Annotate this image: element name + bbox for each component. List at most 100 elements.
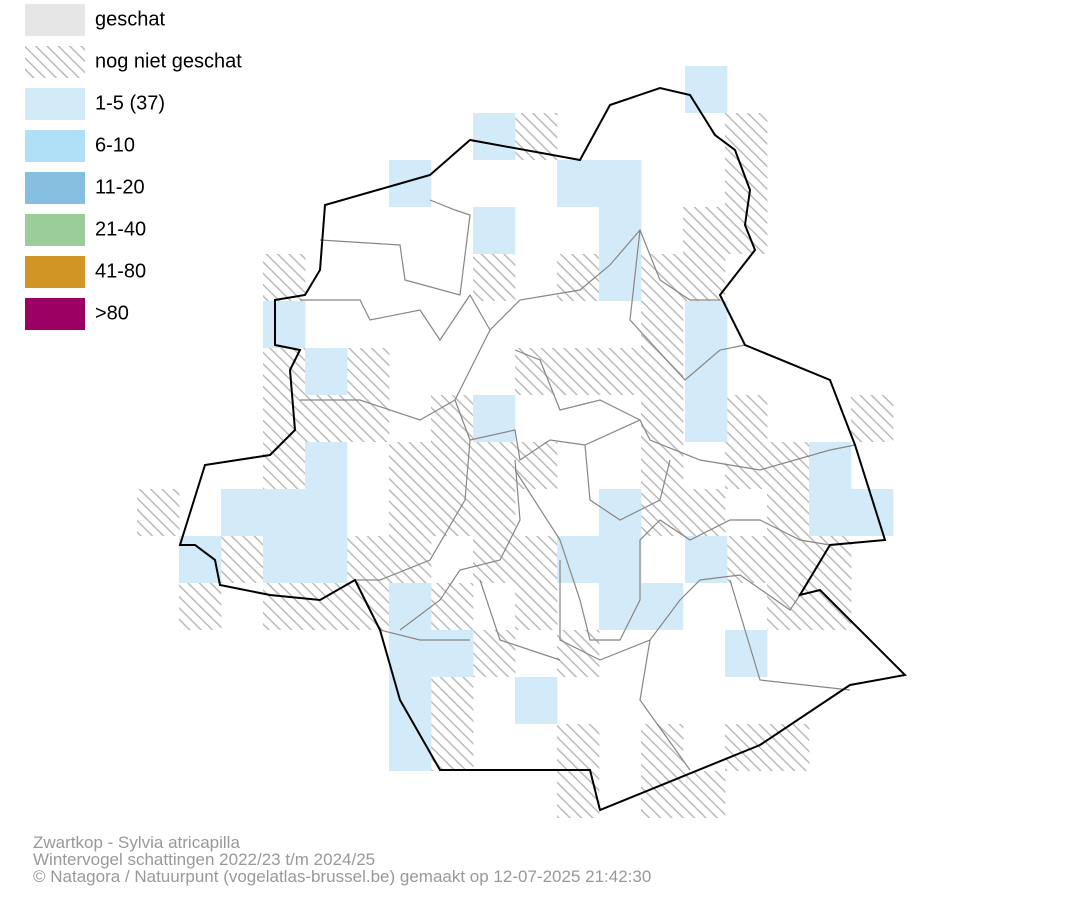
cell-1-5 (305, 489, 348, 536)
cell-1-5 (263, 301, 306, 348)
cell-1-5 (263, 536, 306, 583)
cell-not-estimated (557, 724, 600, 771)
cell-1-5 (221, 489, 264, 536)
cell-not-estimated (389, 442, 432, 489)
cell-not-estimated (263, 442, 306, 489)
legend-label: 11-20 (95, 176, 145, 198)
legend-label: 41-80 (95, 260, 146, 282)
cell-not-estimated (767, 536, 810, 583)
cell-not-estimated (179, 583, 222, 630)
cell-1-5 (305, 536, 348, 583)
cell-not-estimated (725, 160, 768, 207)
swatch (25, 298, 85, 330)
cell-not-estimated (725, 113, 768, 160)
cell-not-estimated (221, 536, 264, 583)
cell-not-estimated (683, 254, 726, 301)
cell-not-estimated (809, 583, 852, 630)
cell-1-5 (515, 677, 558, 724)
legend-label: 21-40 (95, 218, 146, 240)
cell-not-estimated (515, 583, 558, 630)
cell-not-estimated (725, 395, 768, 442)
cell-1-5 (389, 724, 432, 771)
swatch (25, 256, 85, 288)
cell-not-estimated (641, 395, 684, 442)
cell-not-estimated (137, 489, 180, 536)
swatch (25, 172, 85, 204)
cell-not-estimated (431, 724, 474, 771)
cell-not-estimated (641, 301, 684, 348)
cell-not-estimated (305, 583, 348, 630)
cell-not-estimated (263, 395, 306, 442)
cell-not-estimated (557, 348, 600, 395)
cell-1-5 (851, 489, 894, 536)
cell-1-5 (685, 536, 728, 583)
cell-not-estimated (641, 442, 684, 489)
swatch (25, 46, 85, 78)
cell-1-5 (263, 489, 306, 536)
legend-label: 6-10 (95, 134, 135, 156)
cell-1-5 (641, 583, 684, 630)
cell-1-5 (473, 113, 516, 160)
cell-not-estimated (347, 348, 390, 395)
cell-1-5 (725, 630, 768, 677)
cell-1-5 (599, 536, 642, 583)
cell-not-estimated (641, 254, 684, 301)
cell-not-estimated (263, 348, 306, 395)
grid-cells (137, 66, 894, 818)
cell-1-5 (305, 348, 348, 395)
cell-not-estimated (683, 489, 726, 536)
cell-1-5 (809, 489, 852, 536)
region-border (178, 86, 908, 812)
cell-not-estimated (473, 254, 516, 301)
cell-1-5 (599, 207, 642, 254)
footer-line: Wintervogel schattingen 2022/23 t/m 2024… (33, 850, 375, 869)
cell-not-estimated (767, 489, 810, 536)
footer-line: Zwartkop - Sylvia atricapilla (33, 833, 240, 852)
cell-1-5 (685, 66, 728, 113)
swatch (25, 130, 85, 162)
swatch (25, 88, 85, 120)
cell-not-estimated (851, 395, 894, 442)
cell-1-5 (305, 442, 348, 489)
cell-not-estimated (767, 442, 810, 489)
cell-not-estimated (431, 583, 474, 630)
cell-1-5 (685, 348, 728, 395)
cell-not-estimated (473, 442, 516, 489)
cell-not-estimated (557, 254, 600, 301)
cell-not-estimated (263, 254, 306, 301)
cell-not-estimated (431, 677, 474, 724)
cell-not-estimated (725, 724, 768, 771)
cell-1-5 (599, 160, 642, 207)
cell-not-estimated (767, 724, 810, 771)
cell-not-estimated (683, 207, 726, 254)
cell-1-5 (557, 536, 600, 583)
municipality-borders (300, 199, 856, 771)
cell-1-5 (389, 160, 432, 207)
cell-1-5 (473, 207, 516, 254)
footer-line: © Natagora / Natuurpunt (vogelatlas-brus… (33, 867, 651, 886)
cell-not-estimated (557, 630, 600, 677)
cell-not-estimated (389, 536, 432, 583)
cell-not-estimated (473, 489, 516, 536)
cell-not-estimated (641, 489, 684, 536)
cell-1-5 (431, 630, 474, 677)
legend-label: nog niet geschat (95, 50, 242, 72)
swatch (25, 4, 85, 36)
cell-not-estimated (431, 395, 474, 442)
cell-1-5 (685, 301, 728, 348)
legend-label: geschat (95, 8, 165, 30)
cell-not-estimated (347, 536, 390, 583)
cell-not-estimated (263, 583, 306, 630)
cell-1-5 (557, 160, 600, 207)
cell-not-estimated (389, 489, 432, 536)
cell-not-estimated (683, 771, 726, 818)
cell-not-estimated (473, 630, 516, 677)
legend-label: 1-5 (37) (95, 92, 165, 114)
cell-not-estimated (599, 348, 642, 395)
legend-label: >80 (95, 302, 129, 324)
cell-not-estimated (431, 489, 474, 536)
cell-not-estimated (515, 536, 558, 583)
swatch (25, 214, 85, 246)
